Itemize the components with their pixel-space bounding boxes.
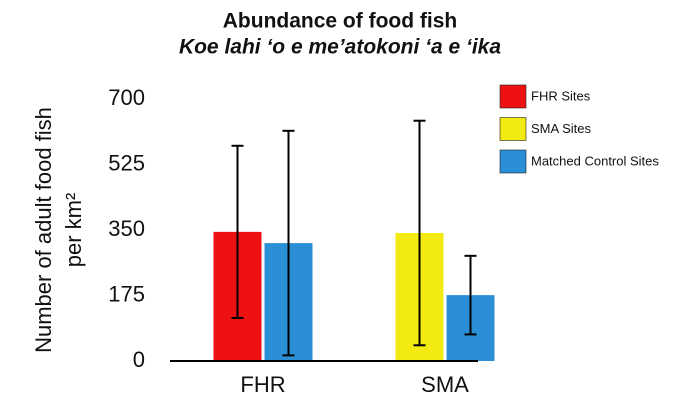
legend-swatch: [499, 84, 527, 109]
legend-label: SMA Sites: [531, 121, 591, 136]
chart-title: Abundance of food fish: [223, 10, 457, 33]
y-tick-label: 525: [108, 150, 145, 175]
y-axis-label: per km²: [61, 193, 86, 268]
error-bar: [413, 119, 426, 347]
chart-subtitle: Koe lahi ‘o e me’atokoni ‘a e ‘ika: [179, 36, 501, 59]
legend-swatch: [499, 117, 527, 141]
y-tick-label: 175: [108, 281, 145, 306]
legend-label: FHR Sites: [531, 88, 591, 103]
error-bar: [464, 254, 477, 336]
x-tick-label: FHR: [240, 372, 285, 397]
legend-label: Matched Control Sites: [531, 153, 659, 168]
error-bar: [282, 129, 295, 357]
legend-swatch: [499, 149, 527, 174]
y-axis-label: Number of adult food fish: [31, 107, 56, 353]
x-tick-label: SMA: [421, 372, 469, 397]
y-tick-label: 700: [108, 85, 145, 110]
error-bar: [231, 144, 244, 319]
y-tick-label: 0: [133, 347, 145, 372]
y-tick-label: 350: [108, 216, 145, 241]
